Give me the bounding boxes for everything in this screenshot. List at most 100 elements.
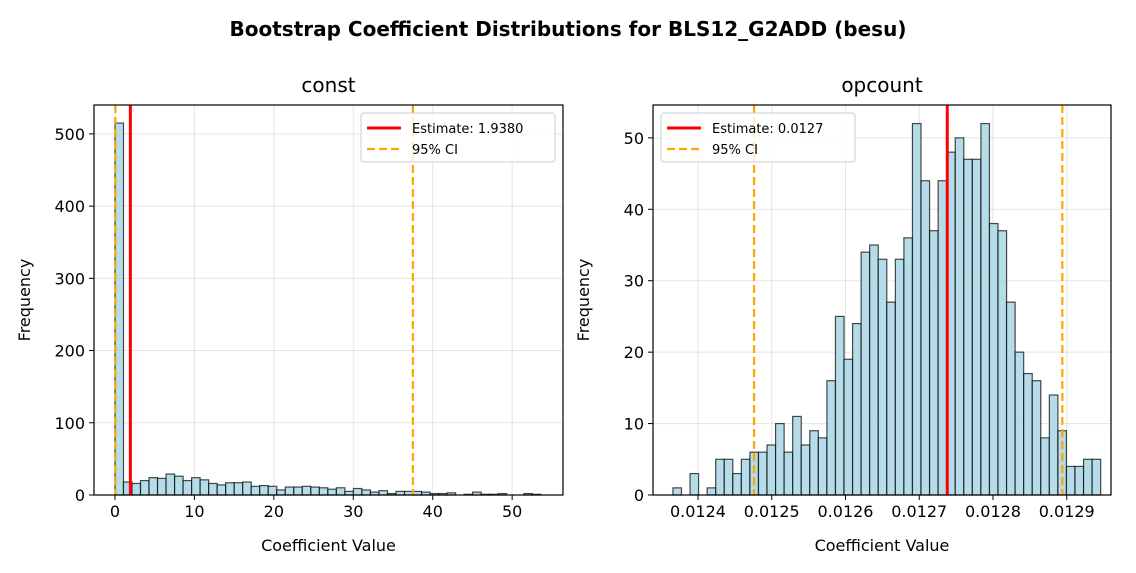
histogram-bar <box>1031 380 1042 496</box>
histogram-bar <box>173 475 184 496</box>
histogram-bar <box>792 415 802 496</box>
x-tick-label: 0.0125 <box>744 502 800 521</box>
y-tick-label: 0 <box>75 486 85 505</box>
histogram-bar <box>267 485 278 496</box>
histogram-bar <box>352 487 363 496</box>
histogram-bar <box>378 490 389 496</box>
histogram-bar <box>928 230 939 496</box>
histogram-bar <box>1023 372 1033 496</box>
histogram-bar <box>860 251 871 496</box>
histogram-bar <box>963 158 973 496</box>
x-tick-label: 0.0128 <box>965 502 1021 521</box>
histogram-bar <box>250 485 261 496</box>
histogram-bar <box>225 482 235 496</box>
y-tick-label: 300 <box>54 269 85 288</box>
histogram-bar <box>199 479 210 496</box>
histogram-bar <box>732 472 742 496</box>
subplot-title: const <box>301 73 355 97</box>
histogram-bar <box>1014 351 1025 496</box>
histogram-bar <box>318 487 329 496</box>
histogram-bar <box>148 477 159 496</box>
histogram-bar <box>834 315 845 496</box>
histogram-bar <box>1082 458 1093 496</box>
legend: Estimate: 1.9380 95% CI <box>360 112 556 163</box>
x-tick-label: 50 <box>502 502 522 521</box>
histogram-bar <box>706 487 717 496</box>
histogram-bar <box>980 122 991 496</box>
x-tick-label: 0.0127 <box>891 502 947 521</box>
legend-estimate-label: Estimate: 1.9380 <box>412 122 523 137</box>
histogram-bar <box>139 479 150 496</box>
y-tick-label: 100 <box>54 414 85 433</box>
x-tick-label: 40 <box>423 502 443 521</box>
histogram-bar <box>715 458 725 496</box>
histogram-bar <box>903 237 914 496</box>
legend-estimate-label: Estimate: 0.0127 <box>712 122 823 137</box>
histogram-bar <box>757 451 768 496</box>
histogram-bar <box>894 258 905 496</box>
histogram-bar <box>971 158 982 496</box>
histogram-bar <box>774 422 785 496</box>
histogram-bar <box>276 489 286 496</box>
x-tick-label: 0 <box>110 502 120 521</box>
x-tick-label: 20 <box>264 502 284 521</box>
x-tick-label: 10 <box>184 502 204 521</box>
histogram-bar <box>208 482 218 496</box>
legend-ci-label: 95% CI <box>712 143 758 158</box>
histogram-bar <box>826 380 837 496</box>
axes-frame <box>93 104 564 496</box>
histogram-bar <box>182 479 193 496</box>
histogram-bar <box>310 486 320 496</box>
histogram-bar <box>740 458 751 496</box>
histogram-bar <box>886 301 896 496</box>
x-tick-label: 0.0124 <box>670 502 726 521</box>
histogram-bar <box>672 487 683 496</box>
y-axis-label: Frequency <box>574 259 593 342</box>
histogram-bar <box>937 180 948 496</box>
histogram-bar <box>911 122 922 496</box>
histogram-bar <box>817 437 828 496</box>
histogram-bar <box>988 222 999 496</box>
histogram-bar <box>843 358 854 496</box>
histogram-bar <box>191 477 201 496</box>
figure-title: Bootstrap Coefficient Distributions for … <box>230 17 907 41</box>
y-tick-label: 400 <box>54 197 85 216</box>
histogram-bar <box>216 484 227 496</box>
legend-ci-label: 95% CI <box>412 143 458 158</box>
histogram-bar <box>131 482 142 496</box>
subplot-const: 0 10 20 30 40 500100200300400500constCoeffici… <box>15 73 564 555</box>
histogram-bar <box>766 444 777 496</box>
histogram-bar <box>954 137 965 496</box>
x-tick-label: 30 <box>343 502 363 521</box>
histogram-bar <box>1057 430 1068 496</box>
histogram-bar <box>851 322 862 496</box>
x-axis-label: Coefficient Value <box>815 536 950 555</box>
histogram-bar <box>1074 465 1085 496</box>
y-tick-label: 500 <box>54 125 85 144</box>
histogram-bar <box>1091 458 1102 496</box>
axes-frame <box>652 104 1112 496</box>
histogram-bar <box>800 444 811 496</box>
y-tick-label: 0 <box>634 486 644 505</box>
subplot-title: opcount <box>841 73 923 97</box>
histogram-bar <box>783 451 794 496</box>
x-axis-label: Coefficient Value <box>261 536 396 555</box>
histogram-bar <box>877 258 888 496</box>
histogram-bar <box>165 473 176 496</box>
legend-box <box>660 112 856 163</box>
y-axis-label: Frequency <box>15 259 34 342</box>
y-tick-label: 50 <box>624 129 644 148</box>
y-tick-label: 200 <box>54 342 85 361</box>
histogram-bar <box>259 485 269 496</box>
histogram-bar <box>156 477 167 496</box>
histogram-bar <box>284 486 295 496</box>
histogram-bar <box>293 486 303 496</box>
y-tick-label: 10 <box>624 415 644 434</box>
histogram-bar <box>327 488 337 496</box>
histogram-bar <box>242 481 252 496</box>
y-tick-label: 40 <box>624 200 644 219</box>
y-tick-label: 30 <box>624 272 644 291</box>
x-tick-label: 0.0129 <box>1039 502 1095 521</box>
histogram-bar <box>723 458 734 496</box>
